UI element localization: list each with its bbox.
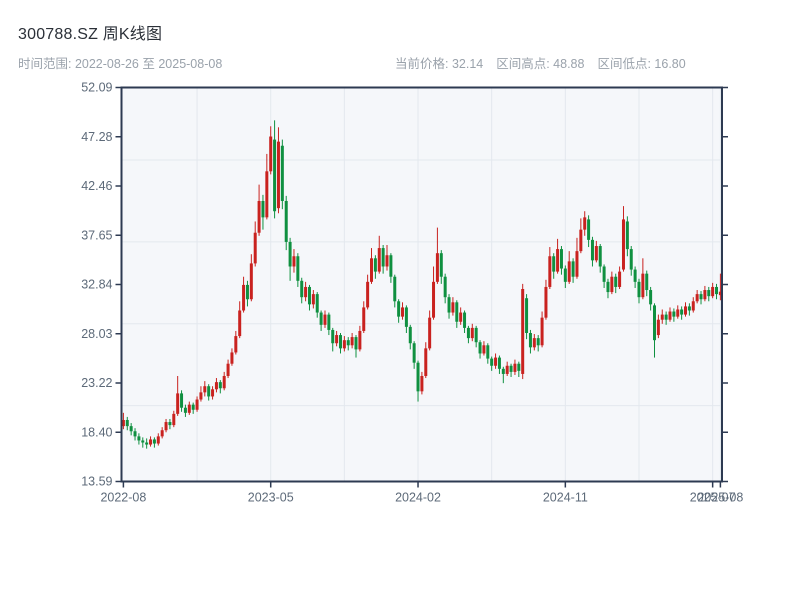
y-axis-tick-label: 47.28 — [81, 130, 112, 144]
y-axis-tick-label: 52.09 — [81, 81, 112, 95]
chart-header: 300788.SZ 周K线图 时间范围: 2022-08-26 至 2025-0… — [18, 20, 800, 72]
page-title: 300788.SZ 周K线图 — [18, 26, 163, 43]
x-axis-tick-label: 2024-02 — [395, 491, 441, 505]
x-axis-tick-label: 2023-05 — [248, 491, 294, 505]
date-range-label: 时间范围: 2022-08-26 至 2025-08-08 — [18, 57, 223, 71]
y-axis-tick-label: 23.22 — [81, 376, 112, 390]
y-axis-tick-label: 42.46 — [81, 179, 112, 193]
period-low-stat: 区间低点: 16.80 — [597, 57, 686, 71]
current-price-stat: 当前价格: 32.14 — [395, 57, 484, 71]
chart-subheader: 时间范围: 2022-08-26 至 2025-08-08 当前价格: 32.1… — [18, 53, 800, 72]
candles-layer — [121, 120, 722, 449]
y-axis-tick-label: 18.40 — [81, 425, 112, 439]
x-axis-tick-label: 2025-07 — [690, 491, 736, 505]
x-axis-tick-label: 2022-08 — [100, 491, 146, 505]
y-axis-tick-label: 28.03 — [81, 327, 112, 341]
y-axis-tick-label: 32.84 — [81, 278, 112, 292]
period-high-stat: 区间高点: 48.88 — [496, 57, 585, 71]
x-axis-tick-label: 2025-08 — [697, 491, 743, 505]
y-axis-tick-label: 37.65 — [81, 228, 112, 242]
price-stats: 当前价格: 32.14 区间高点: 48.88 区间低点: 16.80 — [395, 53, 686, 72]
x-axis-tick-label: 2024-11 — [543, 491, 588, 505]
y-axis-tick-label: 13.59 — [81, 475, 112, 489]
